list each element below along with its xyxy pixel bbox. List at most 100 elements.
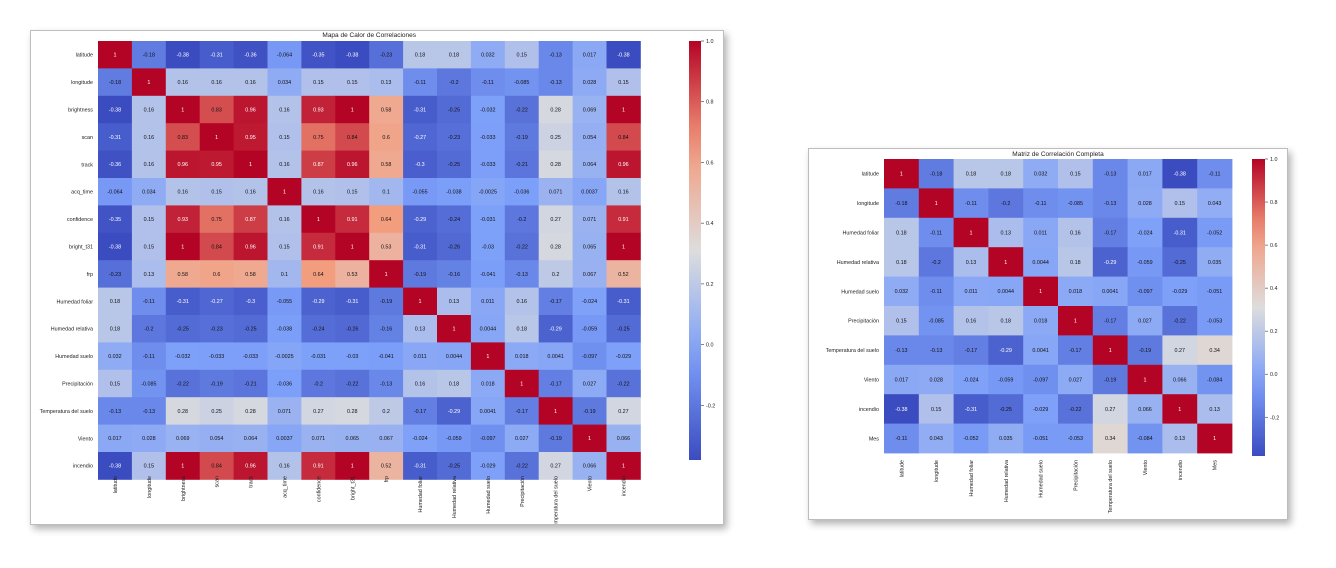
heatmap-cell	[953, 247, 989, 277]
cell-label: -0.13	[1104, 201, 1116, 207]
cell-label: -0.059	[446, 436, 461, 442]
heatmap-cell	[1127, 217, 1163, 248]
y-tick-label: Mes	[869, 436, 879, 442]
colorbar-tick-label: 0.6	[706, 160, 714, 166]
heatmap-cell	[572, 232, 607, 261]
heatmap-cell	[988, 364, 1024, 395]
heatmap-cell	[538, 315, 573, 343]
heatmap-cell	[165, 369, 201, 398]
cell-label: 0.0044	[1032, 260, 1049, 266]
heatmap-cell	[267, 452, 302, 480]
cell-label: 0.27	[313, 409, 324, 415]
colorbar-tick-label: 1.0	[706, 39, 714, 45]
heatmap-cell	[369, 369, 404, 398]
heatmap-cell	[267, 205, 302, 234]
cell-label: 0.18	[1001, 319, 1012, 325]
heatmap-cell	[165, 342, 201, 371]
heatmap-cell	[1058, 364, 1094, 395]
heatmap-cell	[437, 315, 472, 343]
heatmap-cell	[1162, 423, 1198, 454]
cell-label: 0.16	[966, 319, 977, 325]
cell-label: -0.11	[1209, 172, 1221, 178]
cell-label: 0.52	[618, 272, 629, 278]
cell-label: -0.053	[1068, 436, 1083, 442]
heatmap-cell	[884, 276, 920, 307]
x-tick-label: scan	[215, 476, 221, 487]
heatmap-cell	[572, 95, 607, 124]
heatmap-cell	[884, 306, 920, 336]
heatmap-cell	[988, 188, 1024, 219]
cell-label: 0.15	[144, 244, 155, 250]
heatmap-cell	[131, 260, 167, 288]
heatmap-cell	[301, 287, 336, 316]
cell-label: 0.18	[415, 53, 426, 59]
cell-label: 0.017	[583, 53, 597, 59]
heatmap-cell	[437, 397, 472, 425]
heatmap-cell	[1023, 335, 1059, 366]
colorbar-tick-label: 0.4	[1270, 286, 1278, 292]
cell-label: 0.96	[178, 162, 189, 168]
heatmap-cell	[267, 315, 302, 343]
heatmap-cell	[606, 287, 641, 316]
cell-label: -0.097	[480, 436, 495, 442]
cell-label: 0.0041	[1032, 348, 1049, 354]
heatmap-cell	[918, 364, 954, 395]
heatmap-cell	[369, 41, 404, 69]
cell-label: 1	[215, 135, 218, 141]
heatmap-cell	[335, 205, 370, 234]
cell-label: -0.085	[929, 319, 944, 325]
heatmap-cell	[165, 150, 201, 179]
cell-label: 0.032	[481, 53, 495, 59]
cell-label: 0.043	[929, 436, 943, 442]
heatmap-cell	[233, 287, 268, 316]
cell-label: 0.071	[312, 436, 326, 442]
cell-label: -0.13	[109, 409, 121, 415]
cell-label: 0.75	[313, 135, 324, 141]
cell-label: 0.027	[1138, 319, 1152, 325]
heatmap-cell	[403, 150, 438, 179]
heatmap-cell	[165, 123, 201, 151]
heatmap-cell	[335, 41, 370, 69]
cell-label: 0.93	[313, 107, 324, 113]
heatmap-cell	[884, 188, 920, 219]
heatmap-cell	[504, 150, 540, 179]
cell-label: -0.036	[277, 381, 292, 387]
cell-label: -0.17	[414, 409, 426, 415]
heatmap-cell	[1058, 188, 1094, 219]
cell-label: 0.91	[313, 244, 324, 250]
heatmap-cell	[335, 68, 370, 97]
heatmap-cell	[267, 424, 302, 453]
heatmap-cell	[918, 217, 954, 248]
cell-label: 1	[351, 244, 354, 250]
cell-label: -0.17	[550, 299, 562, 305]
cell-label: -0.024	[582, 299, 597, 305]
y-tick-label: frp	[87, 272, 93, 278]
heatmap-cell	[131, 68, 167, 97]
cell-label: 0.028	[1138, 201, 1152, 207]
cell-label: 0.34	[1105, 436, 1116, 442]
cell-label: -0.38	[617, 53, 629, 59]
cell-label: 1	[351, 464, 354, 470]
heatmap-cell	[301, 205, 336, 234]
cell-label: 0.84	[211, 464, 222, 470]
heatmap-cell	[538, 260, 573, 288]
heatmap-cell	[98, 315, 133, 343]
cell-label: -0.059	[1137, 260, 1152, 266]
heatmap-cell	[267, 95, 302, 124]
cell-label: -0.038	[446, 190, 461, 196]
cell-label: -0.19	[583, 409, 595, 415]
cell-label: 0.15	[279, 135, 290, 141]
heatmap-cell	[504, 452, 540, 480]
cell-label: -0.085	[141, 381, 156, 387]
heatmap-cell	[267, 342, 302, 371]
cell-label: -0.13	[516, 272, 528, 278]
cell-label: 0.15	[347, 190, 358, 196]
heatmap-cell	[369, 342, 404, 371]
cell-label: 1	[622, 244, 625, 250]
cell-label: -0.21	[516, 162, 528, 168]
heatmap-cell	[131, 397, 167, 425]
cell-label: 0.13	[1175, 436, 1186, 442]
heatmap-cell	[369, 424, 404, 453]
cell-label: -0.19	[550, 436, 562, 442]
cell-label: 0.13	[966, 260, 977, 266]
